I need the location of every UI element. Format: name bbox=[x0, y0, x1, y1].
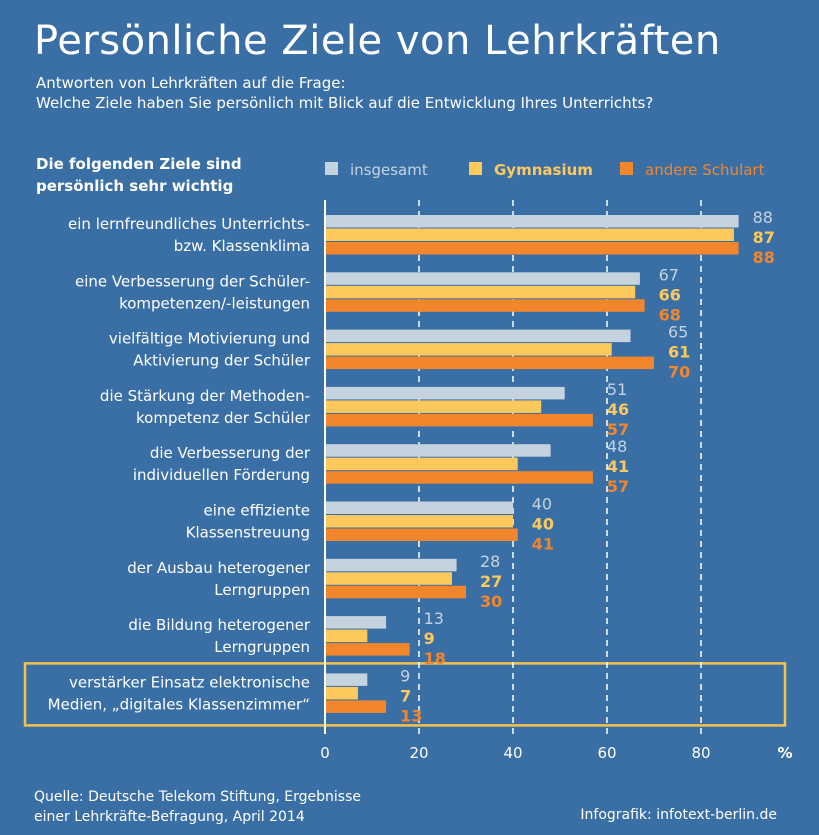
data-label: 9 bbox=[424, 629, 435, 648]
data-label: 88 bbox=[753, 208, 773, 227]
bar-3-insgesamt bbox=[325, 329, 631, 343]
category-label: die Bildung heterogener bbox=[128, 616, 310, 634]
bar-9-insgesamt bbox=[325, 673, 368, 686]
bar-2-gymnasium bbox=[325, 285, 636, 299]
bar-9-andere-schulart bbox=[325, 700, 387, 713]
bar-6-andere-schulart bbox=[325, 528, 518, 541]
category-label: ein lernfreundliches Unterrichts- bbox=[68, 215, 310, 233]
category-label: die Verbesserung der bbox=[150, 444, 311, 462]
category-label: individuellen Förderung bbox=[133, 466, 310, 484]
highlight-box bbox=[23, 662, 787, 727]
legend-entry: Gymnasium bbox=[494, 161, 593, 179]
bar-8-andere-schulart bbox=[325, 643, 410, 656]
data-label: 13 bbox=[424, 609, 444, 628]
tick-label: 40 bbox=[503, 744, 522, 762]
category-label: kompetenz der Schüler bbox=[136, 409, 311, 427]
data-label: 41 bbox=[532, 535, 554, 554]
bar-6-insgesamt bbox=[325, 501, 513, 514]
subtitle-line-2: Welche Ziele haben Sie persönlich mit Bl… bbox=[36, 94, 654, 112]
source-line-2: einer Lehrkräfte-Befragung, April 2014 bbox=[34, 809, 305, 825]
data-label: 27 bbox=[480, 572, 502, 591]
legend-entry: andere Schulart bbox=[645, 161, 765, 179]
bar-4-insgesamt bbox=[325, 386, 565, 400]
data-label: 61 bbox=[668, 343, 690, 362]
data-label: 18 bbox=[424, 649, 446, 668]
category-label: Aktivierung der Schüler bbox=[133, 352, 311, 370]
bar-2-insgesamt bbox=[325, 272, 640, 285]
data-label: 67 bbox=[659, 265, 679, 284]
tick-label: 0 bbox=[320, 744, 330, 762]
bar-7-insgesamt bbox=[325, 558, 457, 572]
data-label: 57 bbox=[607, 420, 629, 439]
category-label: die Stärkung der Methoden- bbox=[100, 387, 310, 405]
bar-8-gymnasium bbox=[325, 629, 368, 643]
category-label: bzw. Klassenklima bbox=[174, 237, 310, 255]
data-label: 13 bbox=[400, 706, 422, 725]
bar-3-gymnasium bbox=[325, 343, 612, 356]
bar-4-andere-schulart bbox=[325, 413, 593, 427]
data-label: 51 bbox=[607, 380, 627, 399]
bar-5-insgesamt bbox=[325, 444, 551, 457]
tick-label: 60 bbox=[597, 744, 616, 762]
bar-6-gymnasium bbox=[325, 515, 513, 528]
category-label: Lerngruppen bbox=[214, 581, 310, 599]
data-label: 48 bbox=[607, 437, 627, 456]
subtitle-line-1: Antworten von Lehrkräften auf die Frage: bbox=[36, 74, 346, 92]
data-label: 88 bbox=[753, 248, 775, 267]
bar-5-andere-schulart bbox=[325, 471, 593, 484]
tick-label: 80 bbox=[691, 744, 710, 762]
bar-9-gymnasium bbox=[325, 686, 358, 700]
bar-1-andere-schulart bbox=[325, 242, 739, 255]
data-label: 57 bbox=[607, 477, 629, 496]
data-label: 68 bbox=[659, 305, 681, 324]
bar-7-gymnasium bbox=[325, 572, 452, 585]
source-line-1: Quelle: Deutsche Telekom Stiftung, Ergeb… bbox=[34, 789, 361, 805]
legend-swatch bbox=[325, 162, 338, 175]
category-label: der Ausbau heterogener bbox=[127, 559, 311, 577]
data-label: 66 bbox=[659, 285, 681, 304]
data-label: 40 bbox=[532, 515, 554, 534]
source-note: Quelle: Deutsche Telekom Stiftung, Ergeb… bbox=[34, 787, 361, 827]
section-heading: Die folgenden Ziele sind persönlich sehr… bbox=[36, 153, 242, 197]
bar-1-insgesamt bbox=[325, 215, 739, 228]
data-label: 30 bbox=[480, 592, 502, 611]
category-label: Medien, „digitales Klassenzimmer“ bbox=[48, 695, 310, 713]
bar-2-andere-schulart bbox=[325, 299, 645, 312]
axis-unit-label: % bbox=[777, 744, 792, 762]
bar-7-andere-schulart bbox=[325, 585, 466, 599]
bar-1-gymnasium bbox=[325, 228, 734, 241]
data-label: 46 bbox=[607, 400, 629, 419]
legend-entry: insgesamt bbox=[350, 161, 428, 179]
subtitle: Antworten von Lehrkräften auf die Frage:… bbox=[36, 73, 653, 113]
category-label: verstärker Einsatz elektronische bbox=[69, 673, 310, 691]
data-label: 70 bbox=[668, 363, 690, 382]
infographic-credit: Infografik: infotext-berlin.de bbox=[580, 807, 777, 823]
data-label: 7 bbox=[400, 686, 411, 705]
tick-label: 20 bbox=[409, 744, 428, 762]
bar-5-gymnasium bbox=[325, 457, 518, 471]
data-label: 40 bbox=[532, 495, 552, 514]
category-label: eine effiziente bbox=[203, 502, 310, 520]
data-label: 28 bbox=[480, 552, 500, 571]
bar-3-andere-schulart bbox=[325, 356, 654, 370]
category-label: vielfältige Motivierung und bbox=[109, 330, 310, 348]
data-label: 65 bbox=[668, 323, 688, 342]
category-label: Klassenstreuung bbox=[186, 524, 310, 542]
bar-8-insgesamt bbox=[325, 616, 387, 629]
category-label: Lerngruppen bbox=[214, 638, 310, 656]
section-heading-line-2: persönlich sehr wichtig bbox=[36, 177, 234, 195]
category-label: eine Verbesserung der Schüler- bbox=[75, 272, 310, 290]
legend-swatch bbox=[620, 162, 633, 175]
category-label: kompetenzen/-leistungen bbox=[119, 294, 310, 312]
data-label: 87 bbox=[753, 228, 775, 247]
data-label: 41 bbox=[607, 457, 629, 476]
page-title: Persönliche Ziele von Lehrkräften bbox=[34, 18, 721, 64]
bar-4-gymnasium bbox=[325, 400, 542, 413]
data-label: 9 bbox=[400, 666, 410, 685]
section-heading-line-1: Die folgenden Ziele sind bbox=[36, 155, 242, 173]
legend-swatch bbox=[469, 162, 482, 175]
